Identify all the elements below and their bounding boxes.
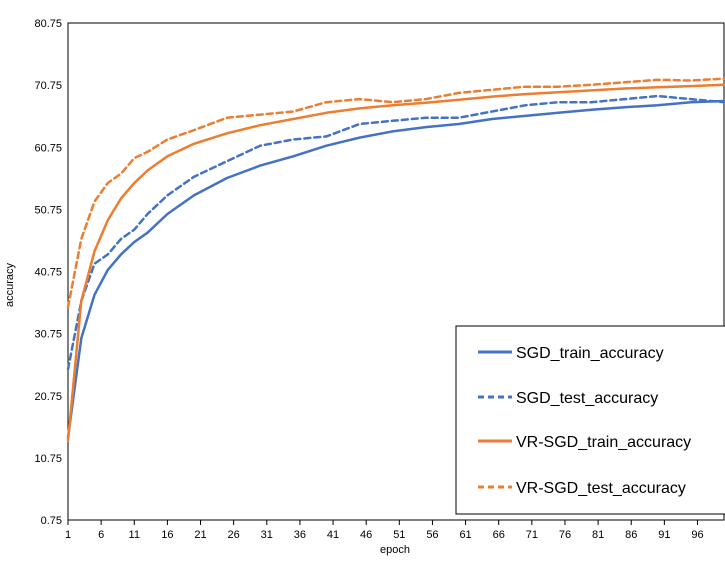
series-line-sgd-train-accuracy: [66, 99, 725, 439]
y-tick-label: 50.75: [34, 204, 62, 216]
legend-item-vrsgd-test: VR-SGD_test_accuracy: [478, 480, 686, 497]
x-tick-label: 71: [526, 529, 538, 541]
series-layer: [66, 77, 725, 443]
legend-label: VR-SGD_test_accuracy: [516, 480, 686, 497]
series-line-sgd-test-accuracy: [66, 94, 725, 371]
y-tick-label: 40.75: [34, 267, 62, 279]
legend-item-vrsgd-train: VR-SGD_train_accuracy: [478, 434, 691, 451]
y-tick-label: 20.75: [34, 391, 62, 403]
x-tick-label: 96: [691, 529, 703, 541]
legend-label: SGD_train_accuracy: [516, 345, 664, 362]
x-axis-label: epoch: [380, 544, 410, 556]
x-tick-label: 76: [559, 529, 571, 541]
x-tick-label: 66: [493, 529, 505, 541]
y-tick-label: 70.75: [34, 80, 62, 92]
y-tick-label: 80.75: [34, 18, 62, 30]
x-tick-label: 36: [294, 529, 306, 541]
y-tick-label: 10.75: [34, 453, 62, 465]
legend: SGD_train_accuracy SGD_test_accuracy VR-…: [455, 325, 725, 515]
y-tick-label: 60.75: [34, 142, 62, 154]
x-tick-label: 61: [459, 529, 471, 541]
x-tick-label: 16: [161, 529, 173, 541]
x-tick-label: 46: [360, 529, 372, 541]
x-tick-label: 86: [625, 529, 637, 541]
legend-label: VR-SGD_train_accuracy: [516, 434, 691, 451]
y-tick-label: 0.75: [41, 515, 62, 527]
x-tick-label: 11: [129, 529, 140, 541]
series-line-vr-sgd-test-accuracy: [66, 77, 725, 309]
series-line-vr-sgd-train-accuracy: [66, 83, 725, 443]
x-tick-label: 26: [228, 529, 240, 541]
x-tick-label: 91: [658, 529, 670, 541]
x-tick-label: 1: [65, 529, 71, 541]
y-axis-ticks: 0.75 10.75 20.75 30.75 40.75 50.75 60.75 70.75 8…: [34, 18, 62, 527]
x-tick-label: 56: [426, 529, 438, 541]
legend-item-sgd-train: SGD_train_accuracy: [478, 345, 664, 362]
y-axis-label: accuracy: [4, 262, 16, 307]
legend-label: SGD_test_accuracy: [516, 390, 658, 407]
x-tick-label: 41: [327, 529, 339, 541]
x-tick-label: 31: [261, 529, 273, 541]
x-tick-label: 21: [194, 529, 206, 541]
x-tick-label: 81: [592, 529, 604, 541]
y-tick-label: 30.75: [34, 329, 62, 341]
x-axis-ticks: 1 6 11 16 21 26 31 36 41 46 51 56 61 66 71 76 81 86 91 96: [65, 520, 704, 541]
x-tick-label: 6: [98, 529, 104, 541]
legend-box: [455, 325, 725, 515]
plot-area: [67, 22, 725, 521]
legend-item-sgd-test: SGD_test_accuracy: [478, 390, 658, 407]
plot-border: [67, 22, 725, 521]
x-tick-label: 51: [393, 529, 405, 541]
